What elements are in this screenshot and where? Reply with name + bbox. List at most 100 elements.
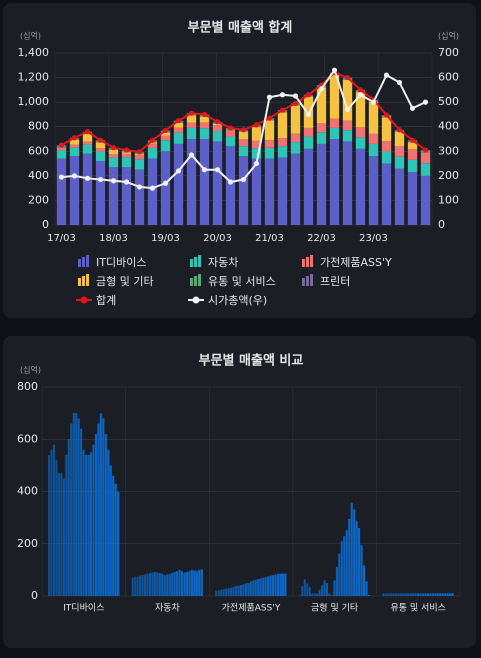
line-point xyxy=(370,99,377,105)
legend-label: 합계 xyxy=(96,294,116,307)
bar-segment xyxy=(69,147,80,157)
bar xyxy=(85,454,88,596)
legend-swatch xyxy=(190,259,193,267)
x-tick-label: 19/03 xyxy=(151,233,180,244)
bar xyxy=(173,571,176,596)
x-tick-label: 자동차 xyxy=(155,602,181,614)
bar xyxy=(200,569,203,596)
y-tick-label: 0 xyxy=(31,589,38,602)
y-tick-label: 600 xyxy=(17,432,38,445)
bar xyxy=(107,449,110,596)
bar-segment xyxy=(134,169,145,225)
bar xyxy=(220,589,223,596)
bar xyxy=(389,593,392,596)
line-point xyxy=(149,137,156,143)
bar xyxy=(316,593,319,596)
line-point xyxy=(201,167,208,173)
bar xyxy=(340,541,343,596)
line-point xyxy=(123,147,130,153)
bar xyxy=(384,593,387,596)
bar-segment xyxy=(212,125,223,132)
line-point xyxy=(188,110,195,116)
bar xyxy=(367,594,371,596)
line-point xyxy=(383,112,390,118)
legend-label: 프린터 xyxy=(320,275,350,288)
bar xyxy=(195,571,198,596)
bar-segment xyxy=(316,143,327,225)
line-point xyxy=(422,147,429,153)
bar xyxy=(232,586,235,596)
bar-segment xyxy=(407,149,418,160)
x-tick-label: 20/03 xyxy=(203,233,232,244)
line-point xyxy=(58,142,65,148)
bar xyxy=(104,434,107,596)
bar xyxy=(350,502,353,596)
bar-segment xyxy=(342,79,353,121)
bar-segment xyxy=(355,92,366,128)
bar-segment xyxy=(173,127,184,133)
bar-segment xyxy=(225,146,236,225)
bar-segment xyxy=(342,120,353,131)
y-tick-label: 700 xyxy=(438,46,459,59)
bar xyxy=(269,575,272,596)
legend-swatch xyxy=(78,259,81,267)
line-point xyxy=(149,185,156,191)
bar xyxy=(171,573,174,596)
line-point xyxy=(305,111,312,118)
bar xyxy=(48,454,51,596)
bar xyxy=(271,575,275,596)
y-unit: (십억) xyxy=(20,365,41,375)
bar xyxy=(353,509,356,596)
bar xyxy=(434,593,437,596)
bar xyxy=(313,593,316,596)
y-tick-label: 200 xyxy=(28,193,49,206)
legend-swatch xyxy=(306,257,309,267)
bar xyxy=(148,573,151,596)
bar xyxy=(365,581,368,596)
bar-segment xyxy=(134,159,145,170)
bar-segment xyxy=(147,142,158,144)
bar-segment xyxy=(251,148,262,159)
legend-swatch xyxy=(302,278,305,286)
y-tick-label: 800 xyxy=(17,380,38,393)
bar-segment xyxy=(173,143,184,225)
bar-segment xyxy=(108,153,119,158)
bar-segment xyxy=(134,155,145,160)
bar xyxy=(264,577,267,596)
bar-segment xyxy=(69,144,80,148)
bar-segment xyxy=(95,142,106,149)
bar xyxy=(99,413,102,596)
bar-segment xyxy=(420,163,431,176)
bar-segment xyxy=(134,154,145,156)
bar-segment xyxy=(121,153,132,158)
bar xyxy=(321,585,324,596)
legend-label: IT디바이스 xyxy=(96,256,146,269)
bar-segment xyxy=(329,74,340,119)
bar-segment xyxy=(290,142,301,154)
y-tick-label: 1,200 xyxy=(18,71,50,84)
bar xyxy=(50,449,53,596)
legend-label: 자동차 xyxy=(208,256,238,269)
y-tick-label: 400 xyxy=(17,485,38,498)
bar-segment xyxy=(238,139,249,147)
bar-segment xyxy=(121,167,132,225)
bar xyxy=(193,570,196,596)
bar xyxy=(449,593,452,596)
bar-segment xyxy=(407,142,418,150)
bar-segment xyxy=(277,138,288,147)
y-tick-label: 400 xyxy=(438,120,459,133)
bar xyxy=(318,589,321,596)
bar xyxy=(72,413,75,596)
line-point xyxy=(318,86,325,92)
line-point xyxy=(331,67,338,73)
bar-segment xyxy=(381,141,392,152)
bar-segment xyxy=(108,157,119,168)
bar-segment xyxy=(121,157,132,168)
bar-segment xyxy=(82,144,93,154)
bar xyxy=(198,569,201,596)
bar xyxy=(65,454,68,596)
x-tick-label: 금형 및 기타 xyxy=(311,602,359,614)
bar-segment xyxy=(264,158,275,225)
line-point xyxy=(383,72,390,78)
bar-segment xyxy=(160,135,171,141)
